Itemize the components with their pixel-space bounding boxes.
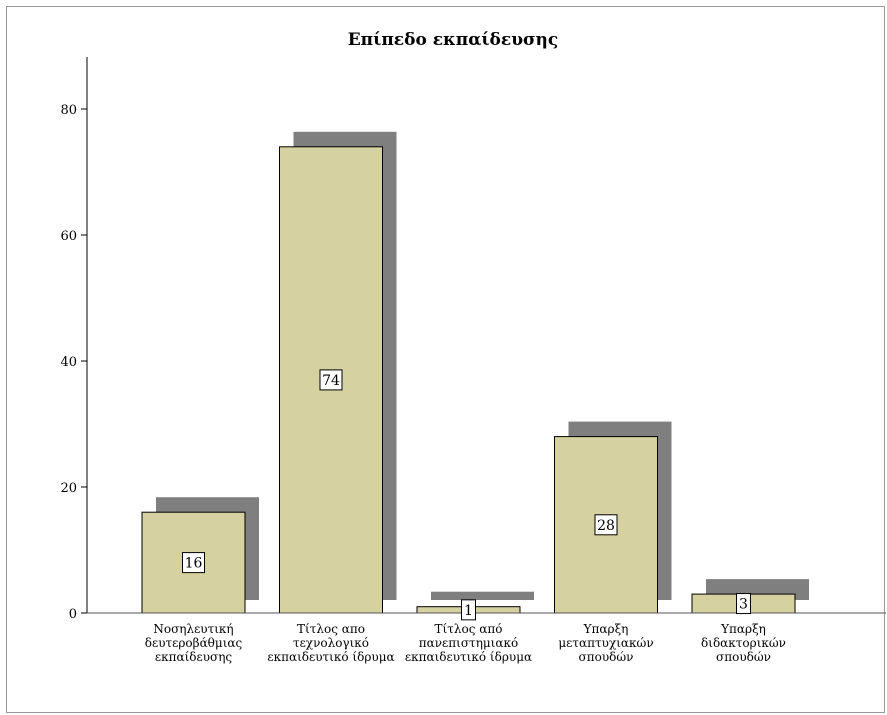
data-label: 74 xyxy=(322,373,340,389)
x-tick-label: Υπαρξη μεταπτυχιακών σπουδών xyxy=(558,622,653,664)
data-label-box xyxy=(182,552,205,574)
axes xyxy=(86,57,886,614)
x-tick-label-line: Υπαρξη xyxy=(583,622,629,636)
x-tick-label: Νοσηλευτική δευτεροβάθμιας εκπαίδευσης xyxy=(145,622,243,664)
x-tick-label-line: σπουδών xyxy=(716,650,771,664)
x-tick-label: Υπαρξη διδακτορικών σπουδών xyxy=(701,622,786,664)
category-labels: Νοσηλευτική δευτεροβάθμιας εκπαίδευσης Τίτλ… xyxy=(145,622,786,664)
x-tick-label-line: Τίτλος από xyxy=(435,622,503,636)
bar-shadow xyxy=(431,591,534,600)
x-tick-label-line: τεχνολογικό xyxy=(293,636,369,650)
x-tick-label-line: πανεπιστημιακό xyxy=(419,636,518,650)
chart-title: Επίπεδο εκπαίδευσης xyxy=(348,30,559,50)
data-label: 3 xyxy=(739,597,748,613)
data-label: 28 xyxy=(597,518,615,534)
data-labels: 16 74 1 28 3 xyxy=(182,369,751,621)
x-tick-label-line: εκπαίδευσης xyxy=(155,650,233,664)
y-tick-label: 0 xyxy=(69,607,77,622)
x-tick-label-line: εκπαιδευτικό ίδρυμα xyxy=(405,650,532,664)
bar-shadows xyxy=(156,131,809,601)
x-tick-label-line: διδακτορικών xyxy=(701,636,786,650)
x-tick-label-line: Τίτλος απο xyxy=(297,622,365,636)
y-tick-label: 20 xyxy=(60,481,77,496)
data-label: 1 xyxy=(464,603,473,619)
data-label-box xyxy=(319,369,343,391)
x-tick-label-line: Νοσηλευτική xyxy=(153,622,233,636)
y-tick-label: 80 xyxy=(60,103,77,118)
data-label-box xyxy=(461,599,476,621)
x-tick-label: Τίτλος από πανεπιστημιακό εκπαιδευτικό ίδρ… xyxy=(405,622,532,664)
bar-chart: Επίπεδο εκπαίδευσης 0 20 40 60 80 Νοσηλευτικ… xyxy=(60,30,886,664)
x-tick-label-line: σπουδών xyxy=(579,650,634,664)
x-tick-label: Τίτλος απο τεχνολογικό εκπαιδευτικό ίδρυμα xyxy=(267,622,394,664)
y-axis-ticks: 0 20 40 60 80 xyxy=(60,103,87,622)
data-label-box xyxy=(594,514,618,536)
x-tick-label-line: εκπαιδευτικό ίδρυμα xyxy=(267,650,394,664)
data-label: 16 xyxy=(185,556,203,572)
x-tick-label-line: δευτεροβάθμιας xyxy=(145,636,243,650)
y-tick-label: 60 xyxy=(60,229,77,244)
data-label-box xyxy=(736,593,751,615)
chart-frame: Επίπεδο εκπαίδευσης 0 20 40 60 80 Νοσηλευτικ… xyxy=(6,6,886,713)
x-tick-label-line: μεταπτυχιακών xyxy=(558,636,653,650)
bars xyxy=(141,146,796,614)
x-tick-label-line: Υπαρξη xyxy=(720,622,766,636)
y-tick-label: 40 xyxy=(60,355,77,370)
